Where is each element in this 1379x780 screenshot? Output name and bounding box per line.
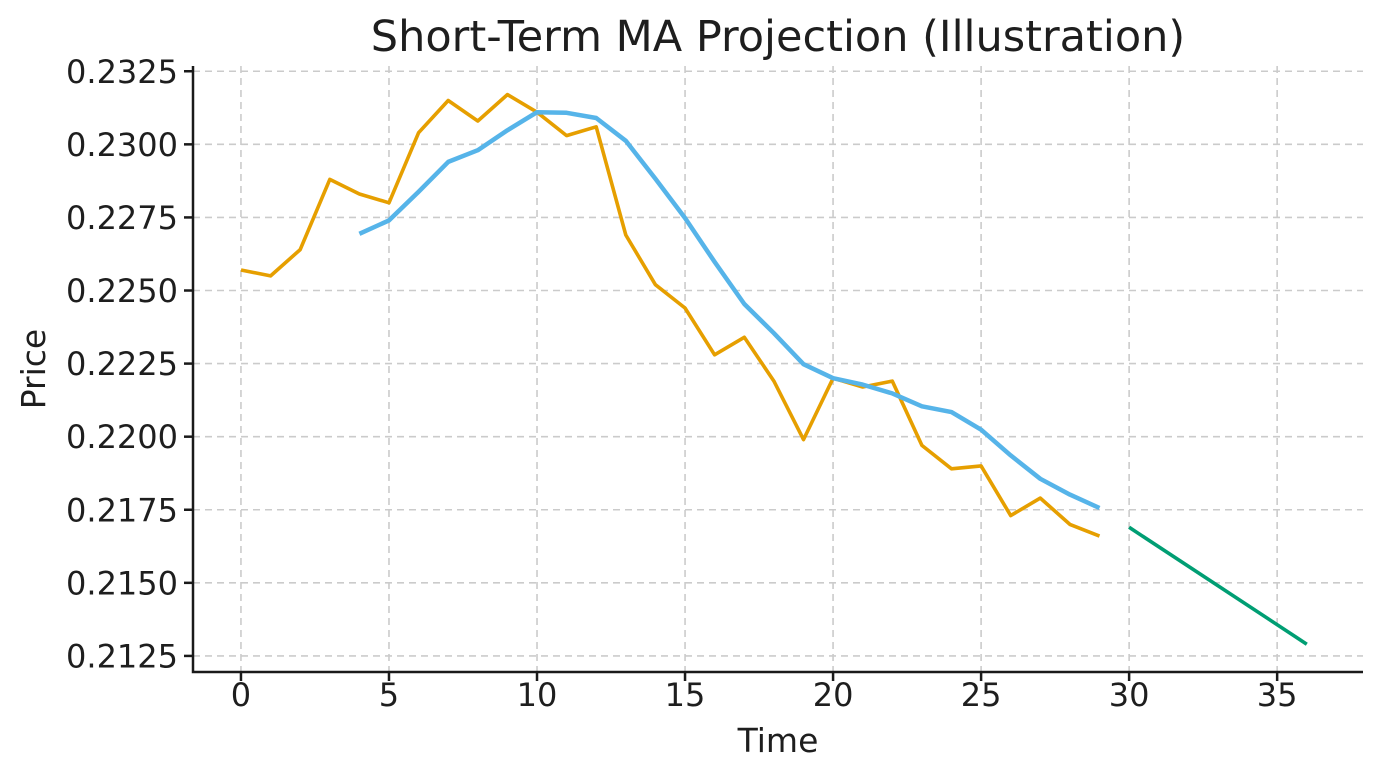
y-tick-label: 0.2275 (66, 199, 178, 237)
gridlines (193, 66, 1363, 672)
x-tick-label: 10 (517, 676, 558, 714)
y-tick-label: 0.2150 (66, 564, 178, 602)
y-tick-label: 0.2175 (66, 491, 178, 529)
tick-marks-and-labels: 0 5 10 15 20 25 30 35 0.2125 0.2150 0.2175 0.2200 0.… (66, 53, 1297, 714)
projection-line (1128, 525, 1308, 646)
x-tick-label: 30 (1109, 676, 1150, 714)
x-tick-label: 20 (813, 676, 854, 714)
y-tick-label: 0.2300 (66, 126, 178, 164)
y-tick-label: 0.2125 (66, 637, 178, 675)
x-tick-label: 25 (961, 676, 1002, 714)
y-axis-label: Price (14, 329, 53, 410)
y-tick-label: 0.2250 (66, 272, 178, 310)
y-tick-label: 0.2200 (66, 418, 178, 456)
chart-title: Short-Term MA Projection (Illustration) (371, 12, 1185, 62)
axis-spines-path (191, 66, 1363, 674)
x-tick-label: 0 (231, 676, 251, 714)
short-term-ma-line (358, 109, 1101, 511)
price-line (240, 92, 1101, 538)
x-axis-label: Time (737, 721, 819, 760)
x-tick-label: 5 (379, 676, 399, 714)
axes-spines (191, 66, 1363, 674)
series-lines (240, 92, 1308, 646)
y-tick-label: 0.2325 (66, 53, 178, 91)
x-tick-label: 35 (1257, 676, 1298, 714)
x-tick-label: 15 (665, 676, 706, 714)
y-tick-label: 0.2225 (66, 345, 178, 383)
